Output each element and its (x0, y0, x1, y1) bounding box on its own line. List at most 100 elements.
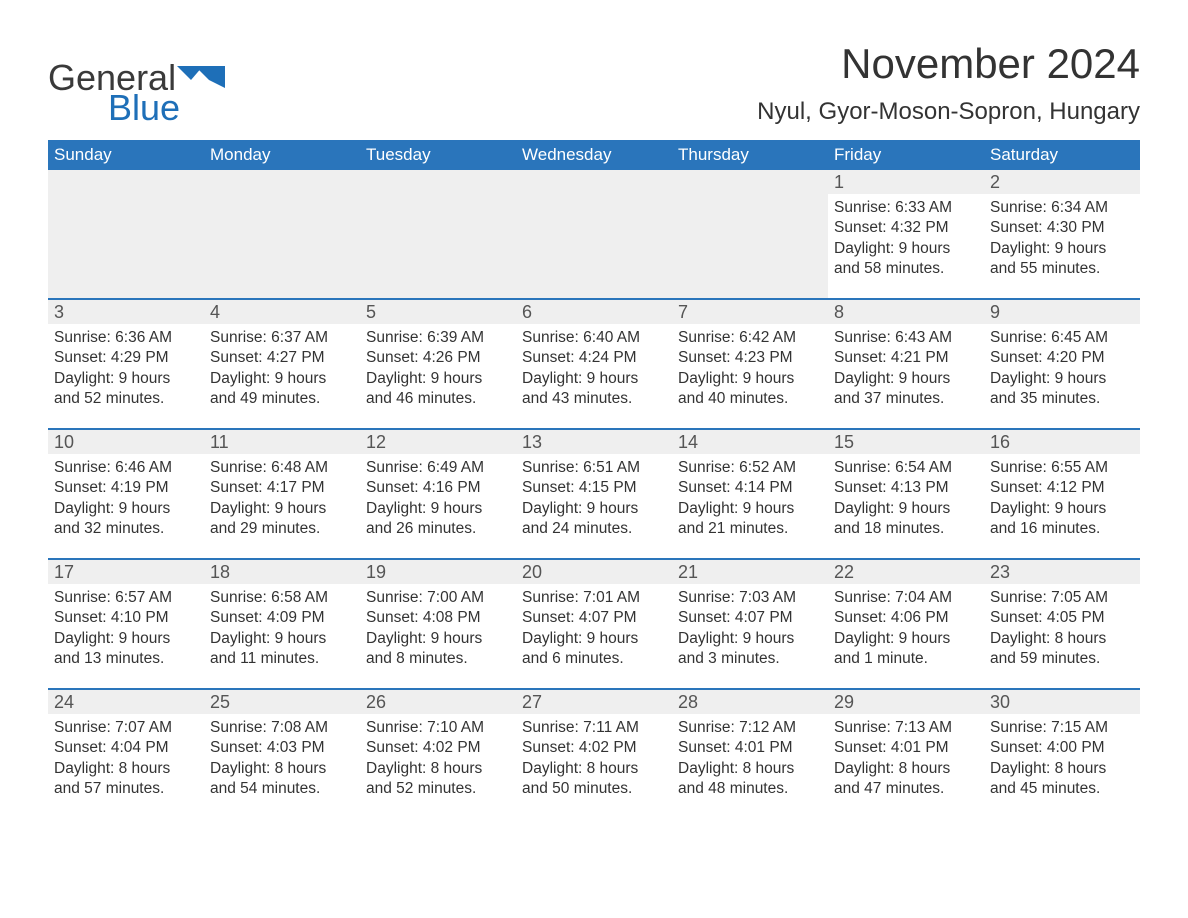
calendar-day-cell: 26Sunrise: 7:10 AMSunset: 4:02 PMDayligh… (360, 690, 516, 806)
calendar-day-cell: 11Sunrise: 6:48 AMSunset: 4:17 PMDayligh… (204, 430, 360, 558)
day-body: Sunrise: 6:46 AMSunset: 4:19 PMDaylight:… (48, 454, 204, 546)
calendar-empty-cell (516, 170, 672, 298)
day-daylight2: and 3 minutes. (678, 649, 822, 669)
day-number: 9 (984, 300, 1140, 324)
day-daylight2: and 59 minutes. (990, 649, 1134, 669)
day-body: Sunrise: 6:39 AMSunset: 4:26 PMDaylight:… (360, 324, 516, 416)
day-sunrise: Sunrise: 6:51 AM (522, 458, 666, 478)
day-number: 11 (204, 430, 360, 454)
calendar-week: 3Sunrise: 6:36 AMSunset: 4:29 PMDaylight… (48, 298, 1140, 428)
day-daylight1: Daylight: 9 hours (522, 629, 666, 649)
day-number: 25 (204, 690, 360, 714)
day-daylight1: Daylight: 8 hours (990, 629, 1134, 649)
day-sunset: Sunset: 4:21 PM (834, 348, 978, 368)
day-sunrise: Sunrise: 7:08 AM (210, 718, 354, 738)
day-daylight2: and 29 minutes. (210, 519, 354, 539)
day-daylight2: and 6 minutes. (522, 649, 666, 669)
day-number: 21 (672, 560, 828, 584)
day-number: 7 (672, 300, 828, 324)
day-daylight1: Daylight: 9 hours (678, 629, 822, 649)
calendar-day-cell: 29Sunrise: 7:13 AMSunset: 4:01 PMDayligh… (828, 690, 984, 806)
day-daylight2: and 32 minutes. (54, 519, 198, 539)
calendar-day-cell: 16Sunrise: 6:55 AMSunset: 4:12 PMDayligh… (984, 430, 1140, 558)
day-sunset: Sunset: 4:08 PM (366, 608, 510, 628)
calendar-day-cell: 17Sunrise: 6:57 AMSunset: 4:10 PMDayligh… (48, 560, 204, 688)
calendar-empty-cell (360, 170, 516, 298)
day-body: Sunrise: 6:43 AMSunset: 4:21 PMDaylight:… (828, 324, 984, 416)
calendar-week: 1Sunrise: 6:33 AMSunset: 4:32 PMDaylight… (48, 170, 1140, 298)
day-sunset: Sunset: 4:02 PM (366, 738, 510, 758)
day-daylight1: Daylight: 9 hours (522, 369, 666, 389)
day-sunrise: Sunrise: 6:33 AM (834, 198, 978, 218)
day-number: 19 (360, 560, 516, 584)
day-sunset: Sunset: 4:10 PM (54, 608, 198, 628)
calendar-day-cell: 5Sunrise: 6:39 AMSunset: 4:26 PMDaylight… (360, 300, 516, 428)
day-daylight2: and 16 minutes. (990, 519, 1134, 539)
day-daylight2: and 52 minutes. (366, 779, 510, 799)
day-sunrise: Sunrise: 6:45 AM (990, 328, 1134, 348)
day-sunrise: Sunrise: 7:03 AM (678, 588, 822, 608)
day-daylight2: and 13 minutes. (54, 649, 198, 669)
day-daylight1: Daylight: 9 hours (210, 629, 354, 649)
day-body: Sunrise: 7:12 AMSunset: 4:01 PMDaylight:… (672, 714, 828, 806)
day-sunset: Sunset: 4:00 PM (990, 738, 1134, 758)
day-sunrise: Sunrise: 6:43 AM (834, 328, 978, 348)
day-daylight1: Daylight: 9 hours (834, 629, 978, 649)
day-sunset: Sunset: 4:03 PM (210, 738, 354, 758)
day-number: 22 (828, 560, 984, 584)
day-sunset: Sunset: 4:05 PM (990, 608, 1134, 628)
calendar-day-cell: 28Sunrise: 7:12 AMSunset: 4:01 PMDayligh… (672, 690, 828, 806)
day-sunset: Sunset: 4:15 PM (522, 478, 666, 498)
calendar-empty-cell (48, 170, 204, 298)
empty-daynum-strip (672, 170, 828, 194)
day-sunset: Sunset: 4:14 PM (678, 478, 822, 498)
calendar-day-cell: 27Sunrise: 7:11 AMSunset: 4:02 PMDayligh… (516, 690, 672, 806)
day-sunset: Sunset: 4:06 PM (834, 608, 978, 628)
day-daylight1: Daylight: 9 hours (990, 499, 1134, 519)
day-daylight1: Daylight: 8 hours (210, 759, 354, 779)
day-sunrise: Sunrise: 6:42 AM (678, 328, 822, 348)
calendar-day-cell: 3Sunrise: 6:36 AMSunset: 4:29 PMDaylight… (48, 300, 204, 428)
day-daylight1: Daylight: 9 hours (990, 369, 1134, 389)
day-daylight1: Daylight: 8 hours (366, 759, 510, 779)
day-daylight1: Daylight: 9 hours (834, 499, 978, 519)
day-daylight1: Daylight: 8 hours (54, 759, 198, 779)
day-sunrise: Sunrise: 6:49 AM (366, 458, 510, 478)
day-sunset: Sunset: 4:26 PM (366, 348, 510, 368)
calendar-day-cell: 25 Sunrise: 7:08 AMSunset: 4:03 PMDayligh… (204, 690, 360, 806)
day-sunset: Sunset: 4:27 PM (210, 348, 354, 368)
calendar-day-cell: 20Sunrise: 7:01 AMSunset: 4:07 PMDayligh… (516, 560, 672, 688)
day-sunset: Sunset: 4:07 PM (678, 608, 822, 628)
day-daylight1: Daylight: 9 hours (990, 239, 1134, 259)
calendar-day-cell: 6Sunrise: 6:40 AMSunset: 4:24 PMDaylight… (516, 300, 672, 428)
day-daylight1: Daylight: 8 hours (834, 759, 978, 779)
day-daylight2: and 48 minutes. (678, 779, 822, 799)
day-daylight2: and 37 minutes. (834, 389, 978, 409)
day-number: 20 (516, 560, 672, 584)
day-daylight2: and 45 minutes. (990, 779, 1134, 799)
calendar-day-cell: 19Sunrise: 7:00 AMSunset: 4:08 PMDayligh… (360, 560, 516, 688)
day-sunrise: Sunrise: 7:05 AM (990, 588, 1134, 608)
day-daylight2: and 47 minutes. (834, 779, 978, 799)
calendar-week: 17Sunrise: 6:57 AMSunset: 4:10 PMDayligh… (48, 558, 1140, 688)
day-body: Sunrise: 6:55 AMSunset: 4:12 PMDaylight:… (984, 454, 1140, 546)
brand-word2: Blue (108, 90, 225, 126)
day-daylight1: Daylight: 9 hours (210, 499, 354, 519)
day-sunset: Sunset: 4:01 PM (834, 738, 978, 758)
calendar-day-cell: 4Sunrise: 6:37 AMSunset: 4:27 PMDaylight… (204, 300, 360, 428)
day-number: 6 (516, 300, 672, 324)
day-sunrise: Sunrise: 6:46 AM (54, 458, 198, 478)
day-number: 1 (828, 170, 984, 194)
day-body: Sunrise: 6:51 AMSunset: 4:15 PMDaylight:… (516, 454, 672, 546)
day-daylight2: and 24 minutes. (522, 519, 666, 539)
day-sunrise: Sunrise: 6:36 AM (54, 328, 198, 348)
day-daylight1: Daylight: 8 hours (678, 759, 822, 779)
day-daylight2: and 46 minutes. (366, 389, 510, 409)
calendar-day-cell: 2Sunrise: 6:34 AMSunset: 4:30 PMDaylight… (984, 170, 1140, 298)
day-sunrise: Sunrise: 6:58 AM (210, 588, 354, 608)
day-number: 27 (516, 690, 672, 714)
day-number: 8 (828, 300, 984, 324)
day-body: Sunrise: 7:10 AMSunset: 4:02 PMDaylight:… (360, 714, 516, 806)
day-number: 14 (672, 430, 828, 454)
day-daylight2: and 55 minutes. (990, 259, 1134, 279)
